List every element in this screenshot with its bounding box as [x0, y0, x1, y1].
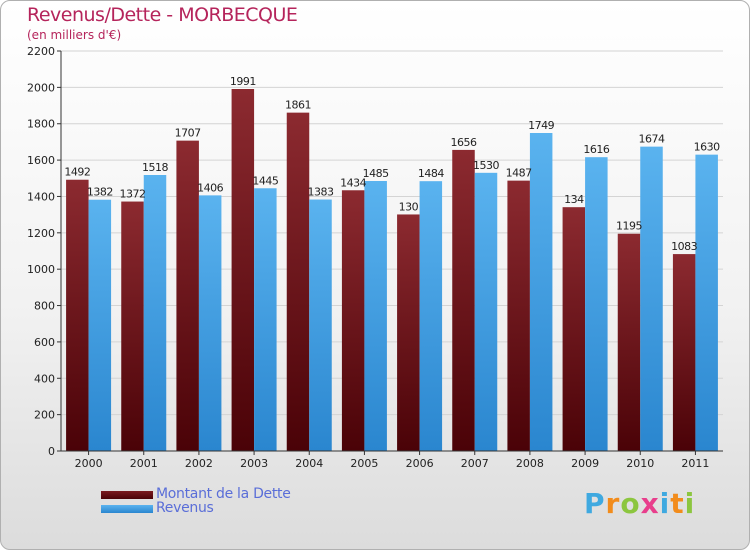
bar-dette: [231, 89, 255, 451]
data-label: 1492: [64, 166, 90, 179]
x-tick-label: 2005: [350, 457, 378, 470]
data-label: 134: [564, 193, 584, 206]
bar-dette: [176, 140, 199, 452]
y-tick-label: 800: [34, 300, 55, 313]
bar-revenus: [364, 181, 387, 451]
data-label: 1530: [473, 159, 499, 172]
legend-swatch-debt: [101, 491, 153, 499]
data-label: 1749: [528, 119, 554, 132]
x-tick-label: 2010: [626, 457, 654, 470]
data-label: 1382: [87, 186, 113, 199]
x-tick-label: 2002: [185, 457, 213, 470]
bar-dette: [507, 180, 530, 452]
bar-dette: [66, 179, 89, 451]
bar-revenus: [254, 188, 277, 452]
bar-revenus: [695, 154, 718, 452]
bar-dette: [121, 201, 144, 451]
chart-title: Revenus/Dette - MORBECQUE: [27, 4, 298, 26]
bar-dette: [397, 214, 420, 451]
chart-subtitle: (en milliers d'€): [27, 28, 122, 42]
data-label: 1674: [639, 133, 665, 146]
proxiti-logo: Proxiti: [584, 487, 695, 520]
y-tick-label: 1000: [27, 263, 55, 276]
bar-dette: [672, 254, 696, 451]
logo-letter: i: [684, 487, 696, 520]
bar-revenus: [640, 146, 663, 452]
x-tick-label: 2009: [571, 457, 599, 470]
bar-dette: [286, 112, 310, 452]
x-tick-label: 2004: [295, 457, 323, 470]
y-tick-label: 0: [48, 445, 55, 458]
legend-label-revenue: Revenus: [156, 500, 214, 516]
bar-revenus: [529, 133, 553, 451]
y-tick-label: 1800: [27, 118, 55, 131]
data-label: 130: [399, 200, 419, 213]
data-label: 1083: [671, 240, 697, 253]
data-label: 1372: [120, 188, 146, 201]
data-label: 1616: [583, 143, 609, 156]
logo-letter: r: [605, 487, 621, 520]
bar-revenus: [309, 199, 332, 451]
logo-letter: t: [670, 487, 685, 520]
logo-letter: x: [640, 487, 660, 520]
bar-revenus: [88, 199, 112, 451]
bar-revenus: [143, 175, 167, 451]
y-tick-label: 1200: [27, 227, 55, 240]
bar-dette: [562, 207, 586, 451]
legend-label-debt: Montant de la Dette: [156, 486, 291, 502]
data-label: 1484: [418, 167, 444, 180]
x-tick-label: 2008: [516, 457, 544, 470]
y-tick-label: 200: [34, 409, 55, 422]
data-label: 1630: [694, 141, 720, 154]
x-tick-label: 2001: [130, 457, 158, 470]
data-label: 1487: [506, 167, 532, 180]
x-tick-label: 2000: [75, 457, 103, 470]
y-tick-label: 400: [34, 372, 55, 385]
bar-revenus: [474, 172, 498, 451]
y-tick-label: 1600: [27, 154, 55, 167]
data-label: 1195: [616, 220, 642, 233]
y-tick-label: 2200: [27, 45, 55, 58]
data-label: 1656: [451, 136, 477, 149]
logo-letter: P: [584, 487, 606, 520]
data-label: 1991: [230, 75, 256, 88]
data-label: 1445: [252, 174, 278, 187]
bar-revenus: [585, 157, 608, 451]
data-label: 1518: [142, 161, 168, 174]
x-tick-label: 2003: [240, 457, 268, 470]
y-tick-label: 600: [34, 336, 55, 349]
x-tick-label: 2006: [406, 457, 434, 470]
logo-letter: i: [659, 487, 671, 520]
data-label: 1434: [340, 176, 366, 189]
bar-dette: [341, 190, 365, 452]
data-label: 1383: [308, 186, 334, 199]
y-tick-label: 2000: [27, 81, 55, 94]
logo-letter: o: [620, 487, 641, 520]
x-tick-label: 2011: [681, 457, 709, 470]
data-label: 1406: [197, 181, 223, 194]
data-label: 1485: [363, 167, 389, 180]
data-label: 1707: [175, 127, 201, 140]
bar-dette: [617, 233, 641, 451]
bar-revenus: [198, 195, 222, 451]
y-tick-label: 1400: [27, 190, 55, 203]
legend-swatch-revenue: [101, 505, 153, 513]
bar-dette: [452, 149, 475, 451]
bar-revenus: [419, 181, 443, 451]
x-tick-label: 2007: [461, 457, 489, 470]
data-label: 1861: [285, 99, 311, 112]
